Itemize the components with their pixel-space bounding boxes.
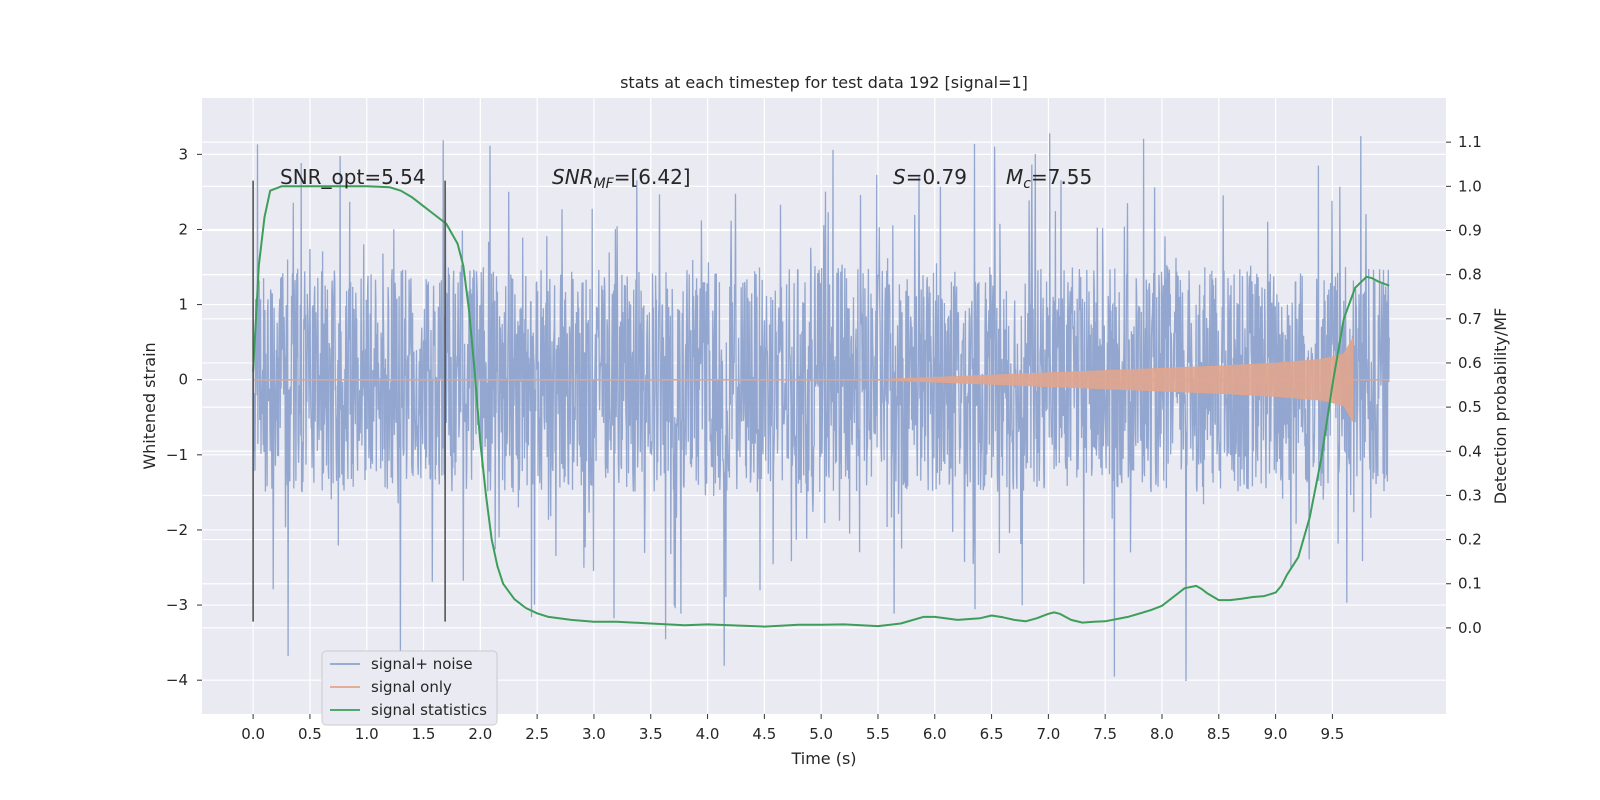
x-tick-label: 8.5 [1207,725,1231,743]
x-tick-label: 7.0 [1036,725,1060,743]
x-tick-label: 6.5 [980,725,1004,743]
legend-label-noise: signal+ noise [371,655,473,673]
annotation-s-value: =0.79 [906,165,967,189]
x-tick-label: 5.0 [809,725,833,743]
x-tick-label: 0.5 [298,725,322,743]
y-right-tick-label: 0.4 [1458,442,1482,460]
y-right-tick-label: 0.5 [1458,398,1482,416]
y-right-tick-label: 0.0 [1458,619,1482,637]
annotation-snr-mf: SNRMF=[6.42] [552,165,691,192]
x-tick-label: 1.5 [412,725,436,743]
vertical-markers [252,180,446,622]
y-axis-label-right: Detection probability/MF [1491,308,1510,505]
annotation-s-symbol: S [893,165,906,189]
annotation-mc-subscript: c [1023,176,1031,192]
x-tick-label: 3.5 [639,725,663,743]
y-left-tick-label: 1 [178,296,188,314]
x-tick-label: 0.0 [241,725,265,743]
x-axis-label: Time (s) [790,749,856,768]
y-right-tick-label: 0.2 [1458,531,1482,549]
x-tick-label: 3.0 [582,725,606,743]
annotation-s: S=0.79 [893,165,967,189]
legend: signal+ noise signal only signal statist… [321,650,498,726]
x-tick-label: 5.5 [866,725,890,743]
y-right-tick-label: 0.7 [1458,310,1482,328]
annotation-snr-mf-value: =[6.42] [614,165,691,189]
y-right-tick-label: 0.1 [1458,575,1482,593]
y-left-tick-label: −3 [166,596,188,614]
annotation-snr-mf-symbol: SNR [552,165,594,189]
x-tick-label: 4.5 [752,725,776,743]
x-tick-label: 7.5 [1093,725,1117,743]
y-right-tick-label: 1.1 [1458,133,1482,151]
y-left-tick-label: −2 [166,521,188,539]
x-tick-label: 4.0 [696,725,720,743]
y-left-tick-label: 3 [178,145,188,163]
noise-line [252,133,1390,682]
annotation-mc-symbol: M [1006,165,1023,189]
noise-series [252,133,1390,682]
x-tick-label: 9.5 [1320,725,1344,743]
annotation-mc: Mc=7.55 [1006,165,1092,192]
ticks: 0.0 0.5 1.0 1.5 2.0 2.5 3.0 3.5 4.0 4.5 5.0 5.5 6.0 6… [166,133,1482,743]
x-tick-label: 8.0 [1150,725,1174,743]
annotation-snr-opt: SNR_opt=5.54 [280,165,426,189]
y-left-tick-label: −1 [166,446,188,464]
signal-series [253,336,1390,423]
y-right-tick-label: 0.6 [1458,354,1482,372]
y-right-tick-label: 0.9 [1458,221,1482,239]
legend-box [321,650,498,726]
y-left-tick-label: 0 [178,371,188,389]
y-right-tick-label: 0.8 [1458,266,1482,284]
y-left-tick-label: −4 [166,671,188,689]
y-right-tick-label: 1.0 [1458,177,1482,195]
chart-title: stats at each timestep for test data 192… [620,73,1028,92]
y-axis-label-left: Whitened strain [140,342,159,469]
x-tick-label: 2.0 [468,725,492,743]
legend-label-stats: signal statistics [371,701,487,719]
legend-label-signal: signal only [371,678,452,696]
y-right-tick-label: 0.3 [1458,486,1482,504]
annotation-mc-value: =7.55 [1031,165,1092,189]
x-tick-label: 6.0 [923,725,947,743]
annotation-snr-mf-subscript: MF [594,176,615,192]
x-tick-label: 2.5 [525,725,549,743]
x-tick-label: 9.0 [1264,725,1288,743]
x-tick-label: 1.0 [355,725,379,743]
y-left-tick-label: 2 [178,220,188,238]
